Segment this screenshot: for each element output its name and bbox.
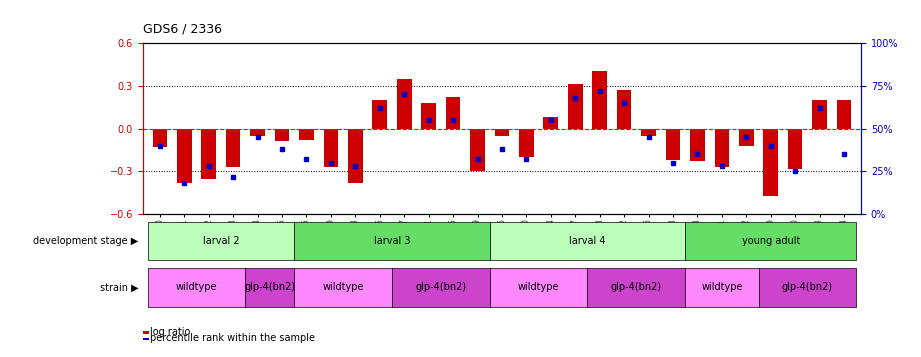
Bar: [759, 268, 857, 307]
Bar: [294, 268, 392, 307]
Text: glp-4(bn2): glp-4(bn2): [415, 282, 466, 292]
Bar: [739, 129, 753, 146]
Bar: [392, 268, 490, 307]
Bar: [685, 268, 759, 307]
Bar: [715, 129, 729, 167]
Text: wildtype: wildtype: [518, 282, 559, 292]
Bar: [495, 129, 509, 136]
Text: GDS6 / 2336: GDS6 / 2336: [143, 23, 222, 36]
Bar: [251, 129, 265, 136]
Text: glp-4(bn2): glp-4(bn2): [244, 282, 296, 292]
Text: log ratio: log ratio: [150, 327, 191, 337]
Bar: [836, 100, 851, 129]
Bar: [764, 129, 778, 196]
Text: wildtype: wildtype: [701, 282, 742, 292]
Text: wildtype: wildtype: [322, 282, 364, 292]
Bar: [446, 97, 460, 129]
Bar: [812, 100, 827, 129]
Bar: [323, 129, 338, 167]
Bar: [294, 222, 490, 260]
Text: strain ▶: strain ▶: [99, 282, 138, 292]
Bar: [202, 129, 216, 178]
Bar: [490, 222, 685, 260]
Bar: [641, 129, 656, 136]
Bar: [245, 268, 294, 307]
Bar: [588, 268, 685, 307]
Bar: [690, 129, 705, 161]
Bar: [787, 129, 802, 169]
Bar: [147, 268, 245, 307]
Bar: [685, 222, 857, 260]
Text: larval 3: larval 3: [374, 236, 410, 246]
Bar: [421, 103, 436, 129]
Text: glp-4(bn2): glp-4(bn2): [611, 282, 662, 292]
Bar: [177, 129, 192, 183]
Bar: [666, 129, 681, 160]
Text: percentile rank within the sample: percentile rank within the sample: [150, 333, 315, 343]
Text: glp-4(bn2): glp-4(bn2): [782, 282, 833, 292]
Bar: [274, 129, 289, 141]
Bar: [226, 129, 240, 167]
Bar: [372, 100, 387, 129]
Text: development stage ▶: development stage ▶: [33, 236, 138, 246]
Bar: [568, 84, 583, 129]
Text: young adult: young adult: [741, 236, 800, 246]
Bar: [153, 129, 168, 147]
Bar: [592, 71, 607, 129]
Bar: [519, 129, 533, 157]
Bar: [471, 129, 484, 171]
Bar: [490, 268, 588, 307]
Bar: [397, 79, 412, 129]
Bar: [348, 129, 363, 183]
Text: larval 4: larval 4: [569, 236, 606, 246]
Text: wildtype: wildtype: [176, 282, 217, 292]
Bar: [543, 117, 558, 129]
Bar: [617, 90, 632, 129]
Bar: [299, 129, 314, 140]
Text: larval 2: larval 2: [203, 236, 239, 246]
Bar: [147, 222, 294, 260]
